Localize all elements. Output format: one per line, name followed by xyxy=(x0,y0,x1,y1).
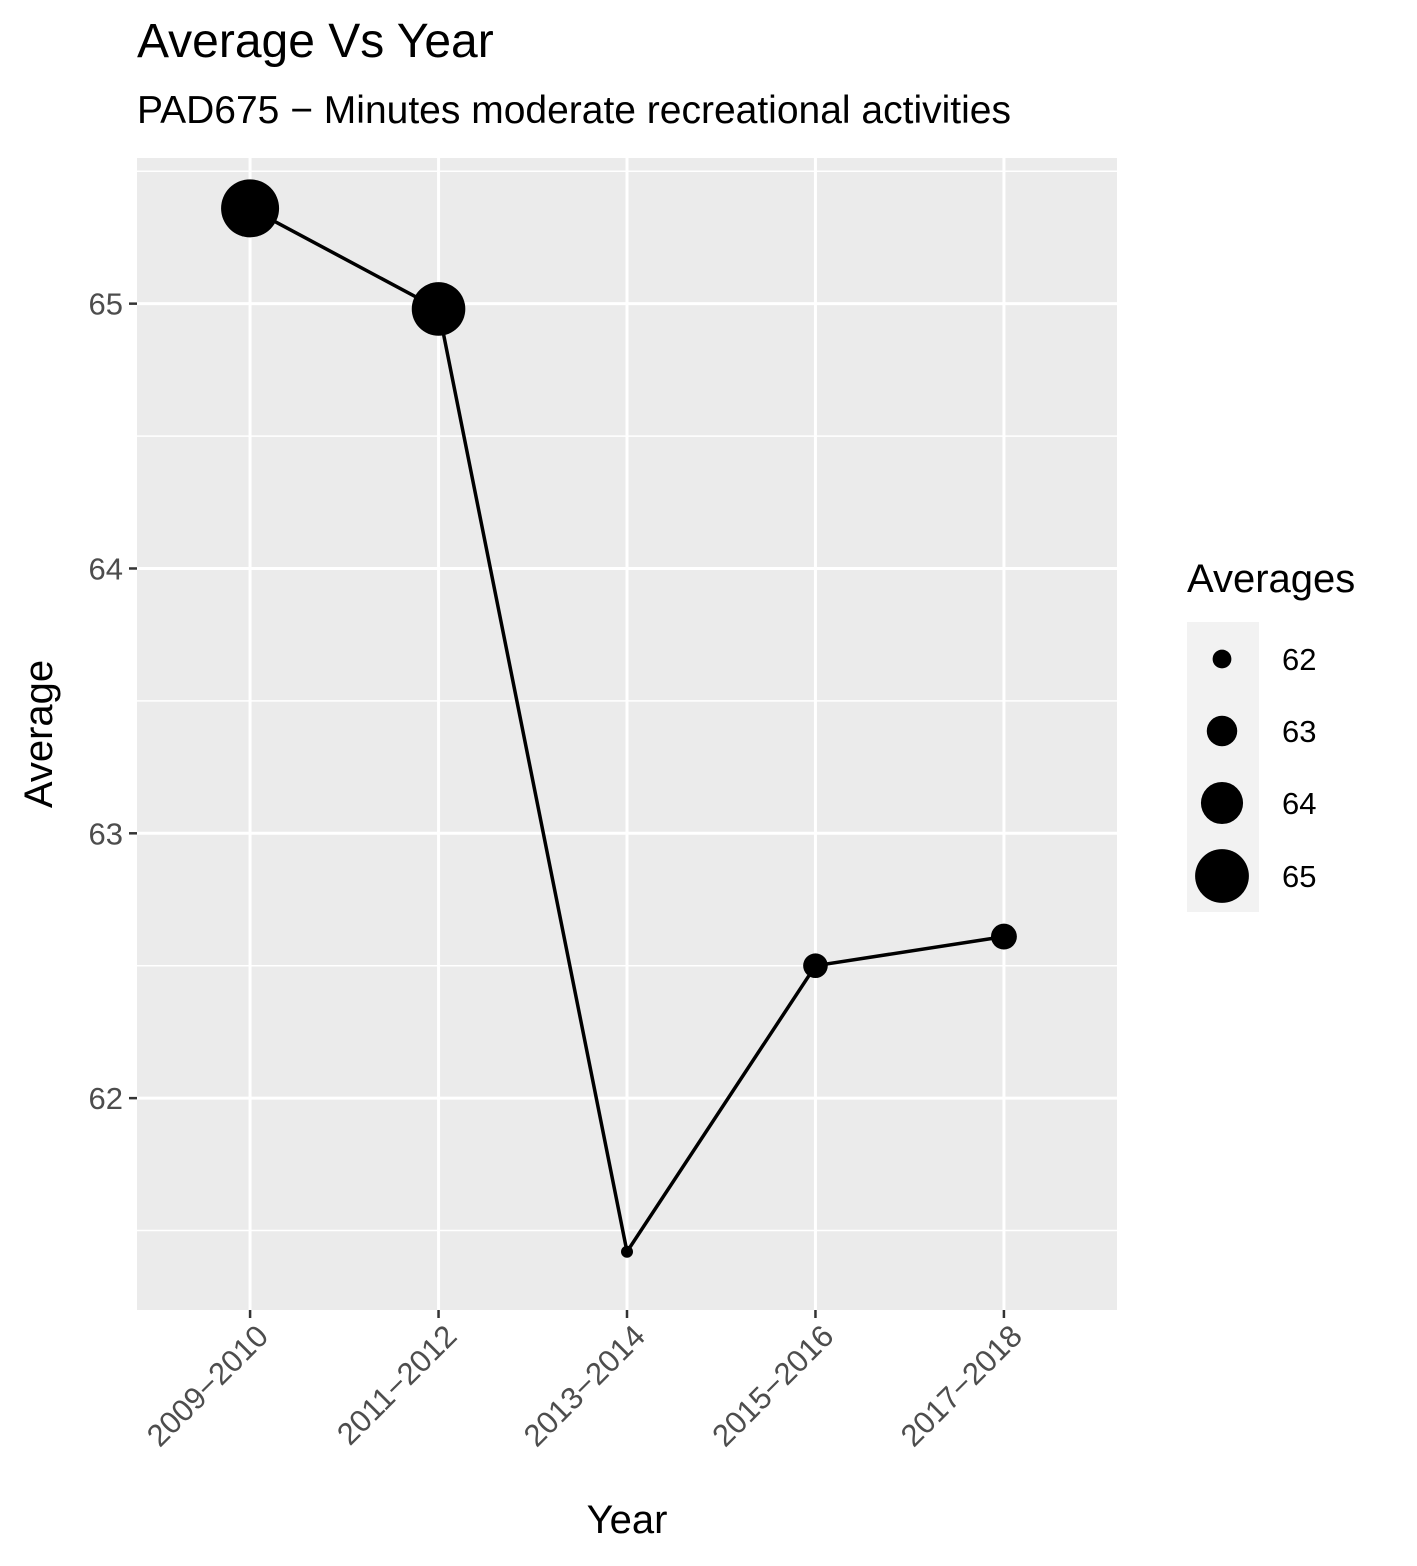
legend-key xyxy=(1212,649,1232,669)
legend-label: 65 xyxy=(1282,859,1316,894)
x-axis-title: Year xyxy=(587,1498,668,1542)
legend-key xyxy=(1195,849,1249,903)
y-axis-title: Average xyxy=(17,660,61,808)
data-point xyxy=(621,1245,633,1258)
legend-key xyxy=(1200,781,1244,825)
x-axis: 2009−2010 2011−2012 2013−2014 2015−2016 2017… xyxy=(140,1310,1029,1453)
x-tick-label: 2009−2010 xyxy=(140,1318,275,1453)
y-tick-label: 63 xyxy=(89,816,123,851)
x-tick-label: 2017−2018 xyxy=(894,1318,1029,1453)
chart-title: Average Vs Year xyxy=(137,15,494,68)
data-points xyxy=(221,179,1017,1258)
y-tick-label: 64 xyxy=(89,551,123,586)
legend-label: 62 xyxy=(1282,642,1316,677)
legend-label: 64 xyxy=(1282,786,1316,821)
chart-subtitle: PAD675 − Minutes moderate recreational a… xyxy=(137,89,1011,132)
data-point xyxy=(221,179,280,238)
x-tick-label: 2015−2016 xyxy=(705,1318,840,1453)
legend-label: 63 xyxy=(1282,714,1316,749)
data-point xyxy=(411,282,466,336)
legend-title: Averages xyxy=(1187,557,1355,601)
size-legend: Averages 62 63 64 65 xyxy=(1187,557,1355,912)
x-tick-label: 2011−2012 xyxy=(330,1318,463,1451)
data-point xyxy=(990,923,1017,950)
major-gridlines xyxy=(137,158,1117,1310)
data-point xyxy=(803,953,828,979)
x-tick-label: 2013−2014 xyxy=(517,1318,652,1453)
y-tick-label: 62 xyxy=(89,1081,123,1116)
y-axis: 62 63 64 65 xyxy=(89,287,137,1116)
y-tick-label: 65 xyxy=(89,287,123,322)
legend-key xyxy=(1206,715,1238,747)
